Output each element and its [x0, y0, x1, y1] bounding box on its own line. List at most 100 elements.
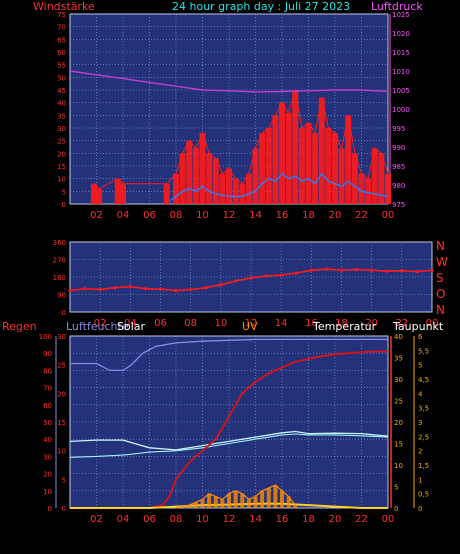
- direction-point: [143, 287, 148, 291]
- direction-point: [294, 271, 298, 275]
- uv-bar: [246, 499, 251, 508]
- dir-x-tick: 04: [124, 318, 137, 329]
- wind-bar: [192, 148, 199, 204]
- temp-y-tick: 15: [394, 441, 403, 449]
- wind-x-tick: 12: [223, 210, 236, 221]
- direction-point: [324, 267, 329, 271]
- climate-x-tick: 14: [249, 514, 262, 525]
- uv-y-tick: 0,5: [418, 491, 429, 499]
- direction-point: [189, 288, 193, 292]
- humidity-line: [70, 338, 388, 372]
- uv-bar: [293, 505, 298, 508]
- dir-x-tick: 10: [214, 318, 227, 329]
- wind-bar: [252, 148, 259, 204]
- uv-y-tick: 3: [418, 419, 422, 427]
- direction-point: [128, 285, 132, 289]
- compass-n-top: N: [436, 239, 445, 253]
- rain-y-tick: 25: [57, 362, 66, 370]
- wind-bar: [279, 102, 285, 204]
- dir-y-tick: 360: [53, 239, 66, 247]
- uv-bar: [227, 493, 231, 508]
- humidity-y-tick: 50: [43, 419, 52, 427]
- wind-bar: [385, 173, 391, 204]
- uv-bar: [193, 502, 198, 508]
- solar-label: Solar: [117, 320, 146, 333]
- pressure-y-tick: 975: [392, 201, 405, 209]
- temp-y-tick: 30: [394, 376, 403, 384]
- direction-point: [98, 288, 102, 292]
- humidity-y-tick: 40: [43, 436, 52, 444]
- uv-label: UV: [242, 320, 258, 333]
- uv-bar: [260, 490, 265, 508]
- temp-y-tick: 35: [394, 355, 403, 363]
- pressure-y-tick: 1010: [392, 68, 410, 76]
- rain-y-tick: 20: [57, 390, 66, 398]
- pressure-y-tick: 1000: [392, 106, 410, 114]
- dir-x-tick: 20: [365, 318, 378, 329]
- wind-bar: [325, 128, 332, 204]
- direction-point: [249, 276, 253, 280]
- uv-bar: [253, 496, 258, 508]
- uv-y-tick: 5,5: [418, 347, 429, 355]
- humidity-y-tick: 100: [39, 333, 52, 341]
- climate-x-tick: 00: [382, 514, 395, 525]
- rain-y-tick: 30: [57, 333, 66, 341]
- wind-axis-title: Windstärke: [33, 0, 95, 13]
- temp-y-tick: 0: [394, 505, 398, 513]
- wind-y-tick: 40: [57, 100, 66, 108]
- wind-bar: [351, 153, 358, 204]
- climate-x-tick: 08: [170, 514, 183, 525]
- wind-bar: [292, 90, 299, 204]
- direction-point: [219, 283, 223, 287]
- wind-bar: [199, 133, 206, 204]
- climate-x-tick: 18: [302, 514, 315, 525]
- uv-bar: [233, 490, 238, 508]
- pressure-line: [69, 70, 389, 93]
- wind-y-tick: 10: [57, 176, 66, 184]
- uv-bar: [286, 496, 291, 508]
- wind-bar: [332, 133, 338, 204]
- wind-y-tick: 35: [57, 112, 66, 120]
- rain-y-tick: 15: [57, 419, 66, 427]
- dir-x-tick: 18: [335, 318, 348, 329]
- direction-point: [309, 268, 313, 272]
- wind-bar: [219, 173, 226, 204]
- wind-bar: [358, 173, 365, 204]
- wind-y-tick: 75: [57, 11, 66, 19]
- pressure-y-tick: 985: [392, 163, 405, 171]
- wind-y-tick: 0: [62, 201, 66, 209]
- uv-bar: [240, 493, 245, 508]
- wind-y-tick: 15: [57, 163, 66, 171]
- dir-x-tick: 16: [305, 318, 318, 329]
- wind-y-tick: 65: [57, 36, 66, 44]
- humidity-y-tick: 10: [43, 488, 52, 496]
- uv-y-tick: 4: [418, 390, 423, 398]
- dir-y-tick: 270: [53, 257, 66, 265]
- climate-x-tick: 16: [276, 514, 289, 525]
- temp-y-tick: 25: [394, 398, 403, 406]
- wind-bar: [378, 153, 385, 204]
- wind-bar: [371, 148, 378, 204]
- dir-x-tick: 00: [426, 318, 439, 329]
- wind-bar: [96, 188, 103, 204]
- wind-bar: [345, 115, 352, 204]
- wind-x-tick: 16: [276, 210, 289, 221]
- dir-y-tick: 90: [57, 292, 66, 300]
- humidity-y-tick: 0: [48, 505, 52, 513]
- temperature-line: [69, 430, 389, 451]
- wind-x-tick: 04: [117, 210, 130, 221]
- wind-bar: [338, 148, 345, 204]
- compass-n-bottom: N: [436, 303, 445, 317]
- wind-y-tick: 70: [57, 24, 66, 32]
- climate-x-tick: 04: [117, 514, 130, 525]
- direction-point: [204, 286, 208, 290]
- direction-point: [68, 289, 72, 293]
- dir-x-tick: 22: [395, 318, 408, 329]
- direction-point: [173, 289, 178, 293]
- uv-y-tick: 6: [418, 333, 423, 341]
- humidity-y-tick: 30: [43, 453, 52, 461]
- wind-y-tick: 20: [57, 150, 66, 158]
- dir-y-tick: 180: [53, 274, 66, 282]
- dir-y-tick: 0: [62, 309, 66, 317]
